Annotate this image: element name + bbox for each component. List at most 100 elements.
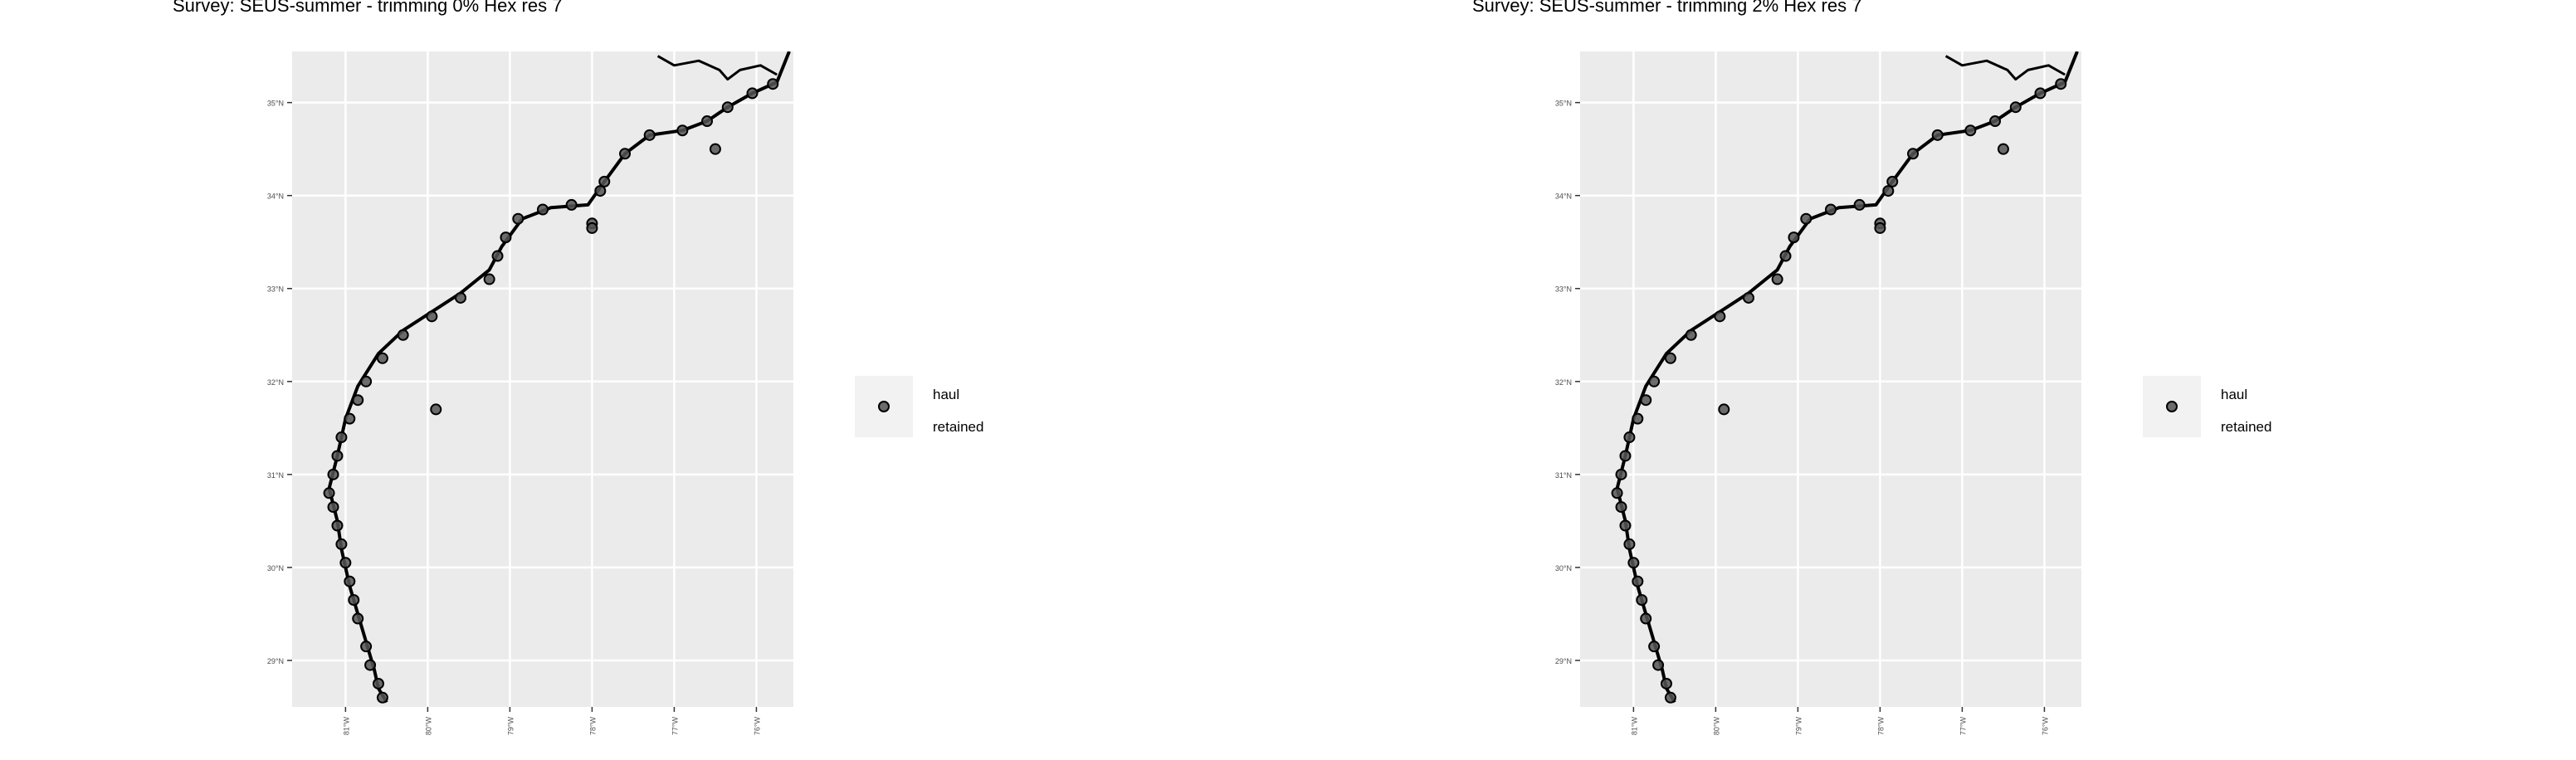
haul-point [701, 115, 714, 128]
haul-point [1615, 468, 1627, 480]
sound-outline [656, 55, 778, 81]
haul-point [1874, 222, 1886, 234]
haul-point [746, 87, 759, 100]
haul-point [360, 641, 373, 653]
haul-point [619, 148, 632, 160]
haul-point [2009, 101, 2022, 114]
haul-point [1853, 198, 1866, 211]
haul-point [586, 222, 598, 234]
haul-point [344, 412, 356, 425]
lon-tick-label: 79°W [1794, 716, 1803, 735]
haul-point [331, 519, 344, 532]
haul-point [344, 575, 356, 587]
haul-point [1989, 115, 2002, 128]
haul-point [323, 487, 335, 499]
haul-point [1907, 148, 1920, 160]
lon-tick-label: 76°W [753, 716, 761, 735]
haul-point [1627, 557, 1640, 569]
haul-point [364, 659, 377, 671]
haul-point [1714, 310, 1726, 323]
lat-tick-label: 31°N [267, 471, 284, 480]
legend-label-line2: retained [933, 419, 983, 435]
lon-tick-label: 80°W [1712, 716, 1720, 735]
map-figure-left: Survey: SEUS-summer - trimming 0% Hex re… [173, 0, 983, 735]
haul-point [430, 403, 442, 416]
haul-point [1640, 612, 1652, 625]
haul-point [372, 677, 384, 689]
legend-label-line1: haul [2221, 387, 2247, 402]
sound-outline [1944, 55, 2066, 81]
haul-point [339, 557, 352, 569]
dot-icon [878, 401, 890, 412]
lon-tick-label: 78°W [588, 716, 597, 735]
haul-point [767, 78, 779, 90]
lat-tick-label: 31°N [1555, 471, 1572, 480]
lon-tick-label: 78°W [1876, 716, 1885, 735]
haul-point [1611, 487, 1623, 499]
haul-point [352, 394, 364, 407]
haul-point [1660, 677, 1672, 689]
lon-tick-label: 80°W [424, 716, 432, 735]
haul-point [2034, 87, 2047, 100]
lon-tick-label: 77°W [1959, 716, 1967, 735]
haul-point [709, 143, 721, 155]
haul-point [1619, 519, 1632, 532]
haul-point [1742, 291, 1754, 304]
lat-tick-label: 34°N [1555, 192, 1572, 201]
haul-point [1619, 450, 1632, 462]
lat-tick-label: 29°N [1555, 657, 1572, 665]
haul-point [335, 431, 348, 444]
haul-point [1685, 329, 1697, 341]
lon-tick-label: 79°W [506, 716, 515, 735]
haul-point [1632, 412, 1644, 425]
haul-point [454, 291, 466, 304]
haul-point [1886, 175, 1899, 188]
lat-tick-label: 30°N [1555, 564, 1572, 572]
haul-point [1640, 394, 1652, 407]
haul-point [1997, 143, 2009, 155]
haul-point [1615, 501, 1627, 514]
haul-point [512, 212, 524, 225]
haul-point [565, 198, 578, 211]
lat-tick-label: 33°N [1555, 285, 1572, 294]
map-layer [323, 51, 791, 704]
lon-tick-label: 81°W [342, 716, 350, 735]
haul-point [1664, 691, 1676, 704]
haul-point [721, 101, 734, 114]
lat-tick-label: 35°N [1555, 100, 1572, 108]
haul-point [598, 175, 611, 188]
lon-tick-label: 76°W [2041, 716, 2049, 735]
haul-point [376, 691, 388, 704]
haul-point [643, 129, 656, 141]
haul-point [331, 450, 344, 462]
haul-point [1771, 273, 1783, 285]
haul-point [500, 231, 512, 244]
lat-tick-label: 35°N [267, 100, 284, 108]
lat-tick-label: 32°N [1555, 378, 1572, 387]
dot-icon [2166, 401, 2178, 412]
haul-point [1718, 403, 1730, 416]
haul-point [1825, 203, 1837, 216]
lat-tick-label: 34°N [267, 192, 284, 201]
lat-tick-label: 32°N [267, 378, 284, 387]
haul-point [327, 468, 339, 480]
map-panel-left: 35°N 34°N 33°N 32°N 31°N 30°N 29°N 81°W 80°W 79°W… [267, 51, 983, 735]
lat-tick-label: 33°N [267, 285, 284, 294]
haul-point [397, 329, 409, 341]
haul-point [1788, 231, 1800, 244]
haul-point [1623, 431, 1636, 444]
legend-label-line1: haul [933, 387, 959, 402]
haul-point [1648, 641, 1661, 653]
panel-background [1580, 51, 2081, 707]
haul-point [1648, 375, 1661, 387]
haul-point [348, 594, 360, 607]
lon-tick-label: 81°W [1630, 716, 1638, 735]
haul-point [335, 538, 348, 550]
panel-background [292, 51, 793, 707]
map-layer [1611, 51, 2079, 704]
map-panel-right: 35°N 34°N 33°N 32°N 31°N 30°N 29°N 81°W 80°W 79°W… [1555, 51, 2271, 735]
haul-point [1779, 250, 1792, 262]
haul-point [327, 501, 339, 514]
haul-point [491, 250, 504, 262]
map-figure-right: Survey: SEUS-summer - trimming 2% Hex re… [1288, 0, 2576, 760]
